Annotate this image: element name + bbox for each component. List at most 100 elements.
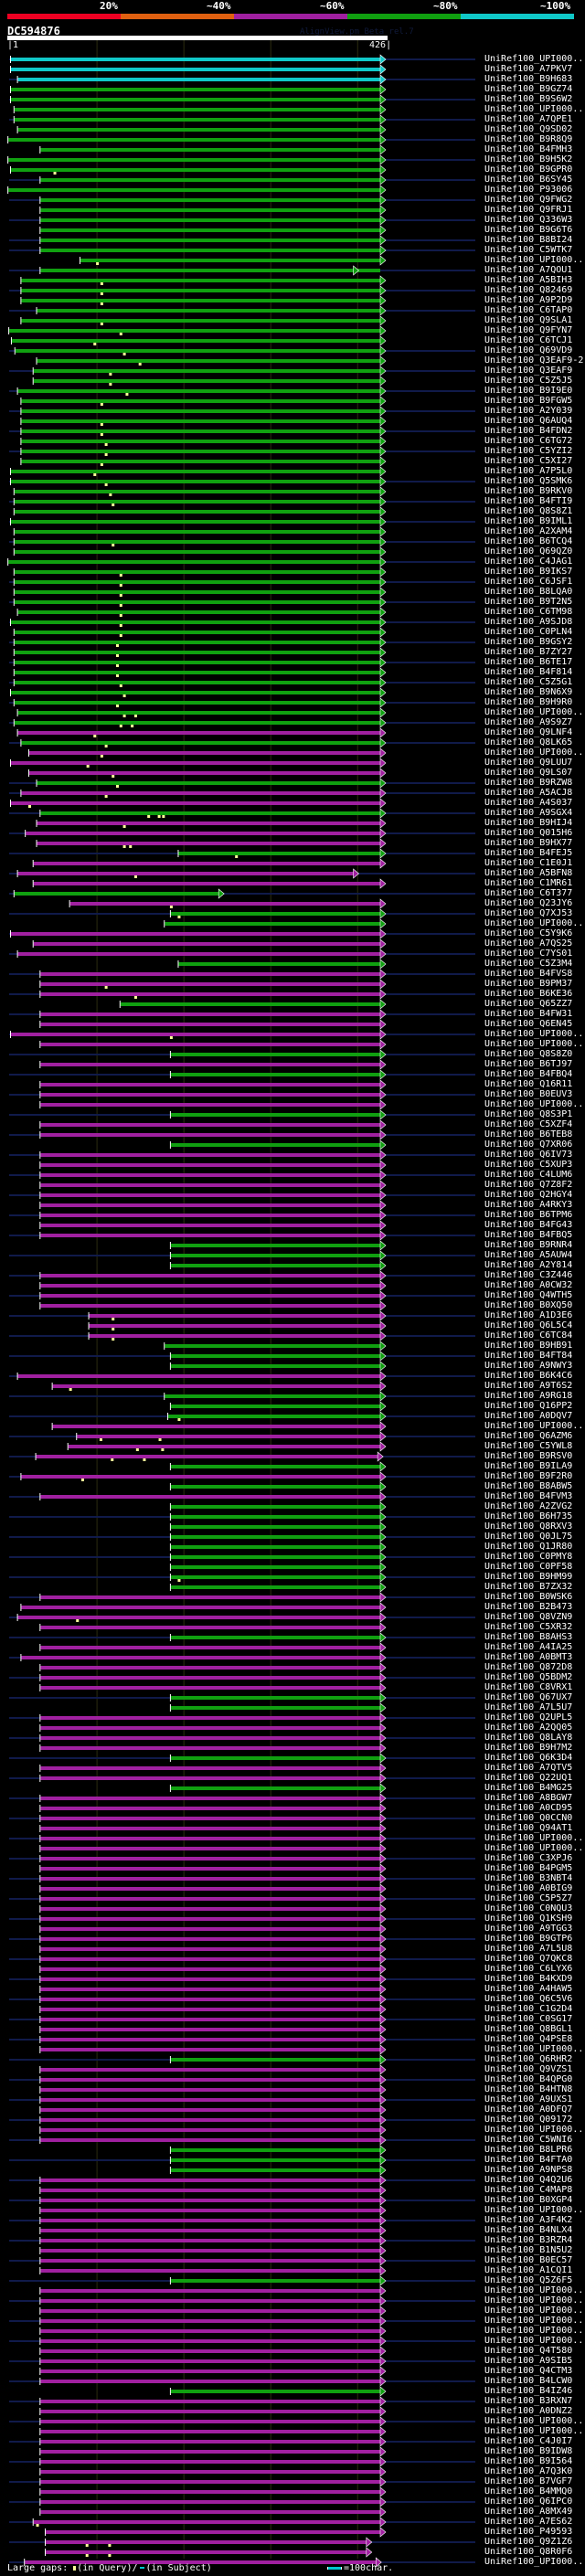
hit-label[interactable]: UniRef100_Q5Z6F5 [484, 2275, 573, 2285]
hit-label[interactable]: UniRef100_A0DNZ2 [484, 2406, 573, 2416]
hit-label[interactable]: UniRef100_Q8S3P1 [484, 1109, 573, 1119]
hit-label[interactable]: UniRef100_B3NBT4 [484, 1873, 573, 1883]
hit-label[interactable]: UniRef100_C5YWL8 [484, 1441, 573, 1451]
hit-label[interactable]: UniRef100_B7VGF7 [484, 2476, 573, 2486]
hit-label[interactable]: UniRef100_Q82469 [484, 285, 573, 295]
hit-label[interactable]: UniRef100_UPI000.. [484, 255, 584, 265]
hit-label[interactable]: UniRef100_A9S9Z7 [484, 717, 573, 727]
hit-label[interactable]: UniRef100_A5ACJ8 [484, 788, 573, 798]
hit-label[interactable]: UniRef100_A1D3E6 [484, 1310, 573, 1320]
hit-label[interactable]: UniRef100_Q5BDM2 [484, 1672, 573, 1682]
hit-label[interactable]: UniRef100_B9HM99 [484, 1572, 573, 1582]
hit-label[interactable]: UniRef100_Q7XR06 [484, 1140, 573, 1150]
hit-label[interactable]: UniRef100_B9HX77 [484, 838, 573, 848]
hit-label[interactable]: UniRef100_A1CQI1 [484, 2265, 573, 2275]
hit-label[interactable]: UniRef100_C0SG17 [484, 2014, 573, 2024]
hit-label[interactable]: UniRef100_A4RKY3 [484, 1200, 573, 1210]
hit-label[interactable]: UniRef100_Q8LK65 [484, 737, 573, 747]
hit-label[interactable]: UniRef100_B6H735 [484, 1511, 573, 1521]
hit-label[interactable]: UniRef100_Q1KSH9 [484, 1913, 573, 1924]
hit-label[interactable]: UniRef100_C5Z5G1 [484, 677, 573, 687]
hit-label[interactable]: UniRef100_A3F4K2 [484, 2215, 573, 2225]
hit-label[interactable]: UniRef100_B9PM37 [484, 979, 573, 989]
hit-label[interactable]: UniRef100_B3RZR4 [484, 2235, 573, 2245]
hit-label[interactable]: UniRef100_B6TEB8 [484, 1129, 573, 1140]
hit-label[interactable]: UniRef100_B9GTP6 [484, 1934, 573, 1944]
hit-label[interactable]: UniRef100_A2QQ05 [484, 1723, 573, 1733]
hit-label[interactable]: UniRef100_UPI000.. [484, 2044, 584, 2054]
hit-label[interactable]: UniRef100_A4S037 [484, 798, 573, 808]
hit-label[interactable]: UniRef100_B8AHS3 [484, 1632, 573, 1642]
hit-label[interactable]: UniRef100_A9NPS8 [484, 2165, 573, 2175]
hit-label[interactable]: UniRef100_C6T377 [484, 888, 573, 898]
hit-label[interactable]: UniRef100_UPI000.. [484, 2306, 584, 2316]
hit-label[interactable]: UniRef100_Q336W3 [484, 215, 573, 225]
hit-label[interactable]: UniRef100_B1N5U2 [484, 2245, 573, 2255]
hit-label[interactable]: UniRef100_B9S6W2 [484, 94, 573, 104]
hit-label[interactable]: UniRef100_B4FTI9 [484, 496, 573, 506]
hit-label[interactable]: UniRef100_UPI000.. [484, 1833, 584, 1843]
hit-label[interactable]: UniRef100_UPI000.. [484, 1843, 584, 1853]
hit-label[interactable]: UniRef100_UPI000.. [484, 104, 584, 114]
hit-label[interactable]: UniRef100_B4FW31 [484, 1009, 573, 1019]
hit-label[interactable]: UniRef100_A7L5U7 [484, 1702, 573, 1712]
hit-label[interactable]: UniRef100_B9F2R0 [484, 1471, 573, 1481]
hit-label[interactable]: UniRef100_B4FDN2 [484, 426, 573, 436]
hit-label[interactable]: UniRef100_B8ABW5 [484, 1481, 573, 1491]
hit-label[interactable]: UniRef100_C5WNI6 [484, 2135, 573, 2145]
hit-label[interactable]: UniRef100_B9FGW5 [484, 396, 573, 406]
hit-label[interactable]: UniRef100_Q9FRJ1 [484, 205, 573, 215]
hit-label[interactable]: UniRef100_B4FMH3 [484, 144, 573, 154]
hit-label[interactable]: UniRef100_UPI000.. [484, 1029, 584, 1039]
hit-label[interactable]: UniRef100_UPI000.. [484, 1099, 584, 1109]
hit-label[interactable]: UniRef100_Q9VZS1 [484, 2064, 573, 2074]
hit-label[interactable]: UniRef100_B6TPM6 [484, 1210, 573, 1220]
hit-label[interactable]: UniRef100_B9G6T6 [484, 225, 573, 235]
hit-label[interactable]: UniRef100_Q6L5C4 [484, 1320, 573, 1330]
hit-label[interactable]: UniRef100_B4MMQ0 [484, 2486, 573, 2496]
hit-label[interactable]: UniRef100_Q22UQ1 [484, 1773, 573, 1783]
hit-label[interactable]: UniRef100_Q6AZM6 [484, 1431, 573, 1441]
hit-label[interactable]: UniRef100_Q8RXV3 [484, 1521, 573, 1532]
hit-label[interactable]: UniRef100_A7P5L0 [484, 466, 573, 476]
hit-label[interactable]: UniRef100_B2B473 [484, 1602, 573, 1612]
hit-label[interactable]: UniRef100_B9IDW8 [484, 2446, 573, 2456]
hit-label[interactable]: UniRef100_UPI000.. [484, 2125, 584, 2135]
hit-label[interactable]: UniRef100_Q9Z1Z6 [484, 2537, 573, 2547]
hit-label[interactable]: UniRef100_A9UXS1 [484, 2094, 573, 2104]
hit-label[interactable]: UniRef100_B9RZW8 [484, 778, 573, 788]
hit-label[interactable]: UniRef100_B4FG43 [484, 1220, 573, 1230]
hit-label[interactable]: UniRef100_P93006 [484, 185, 573, 195]
hit-label[interactable]: UniRef100_Q9FWG2 [484, 195, 573, 205]
hit-label[interactable]: UniRef100_B9I564 [484, 2456, 573, 2466]
hit-label[interactable]: UniRef100_B6TJ97 [484, 1059, 573, 1069]
hit-label[interactable]: UniRef100_A9T6S2 [484, 1381, 573, 1391]
hit-label[interactable]: UniRef100_Q09172 [484, 2115, 573, 2125]
hit-label[interactable]: UniRef100_Q9LNF4 [484, 727, 573, 737]
hit-label[interactable]: UniRef100_C6JSF1 [484, 577, 573, 587]
hit-label[interactable]: UniRef100_C5WTK7 [484, 245, 573, 255]
hit-label[interactable]: UniRef100_B9ILA9 [484, 1461, 573, 1471]
hit-label[interactable]: UniRef100_P49593 [484, 2527, 573, 2537]
hit-label[interactable]: UniRef100_Q6K3D4 [484, 1753, 573, 1763]
hit-label[interactable]: UniRef100_A9SIB5 [484, 2356, 573, 2366]
hit-label[interactable]: UniRef100_B0WSK6 [484, 1592, 573, 1602]
hit-label[interactable]: UniRef100_A7QPE1 [484, 114, 573, 124]
hit-label[interactable]: UniRef100_UPI000.. [484, 2416, 584, 2426]
hit-label[interactable]: UniRef100_B6TE17 [484, 657, 573, 667]
hit-label[interactable]: UniRef100_C6TG72 [484, 436, 573, 446]
hit-label[interactable]: UniRef100_Q6AUQ4 [484, 416, 573, 426]
hit-label[interactable]: UniRef100_Q6IPC0 [484, 2496, 573, 2507]
hit-label[interactable]: UniRef100_UPI000.. [484, 918, 584, 928]
hit-label[interactable]: UniRef100_B9GPR0 [484, 164, 573, 175]
hit-label[interactable]: UniRef100_B4FBQ4 [484, 1069, 573, 1079]
hit-label[interactable]: UniRef100_B9H683 [484, 74, 573, 84]
hit-label[interactable]: UniRef100_UPI000.. [484, 2336, 584, 2346]
hit-label[interactable]: UniRef100_C1G2D4 [484, 2004, 573, 2014]
hit-label[interactable]: UniRef100_C6TCJ1 [484, 335, 573, 345]
hit-label[interactable]: UniRef100_Q6IV73 [484, 1150, 573, 1160]
hit-label[interactable]: UniRef100_B0XQ50 [484, 1300, 573, 1310]
hit-label[interactable]: UniRef100_C0NQU3 [484, 1903, 573, 1913]
hit-label[interactable]: UniRef100_Q8R0F6 [484, 2547, 573, 2557]
hit-label[interactable]: UniRef100_C3Z446 [484, 1270, 573, 1280]
